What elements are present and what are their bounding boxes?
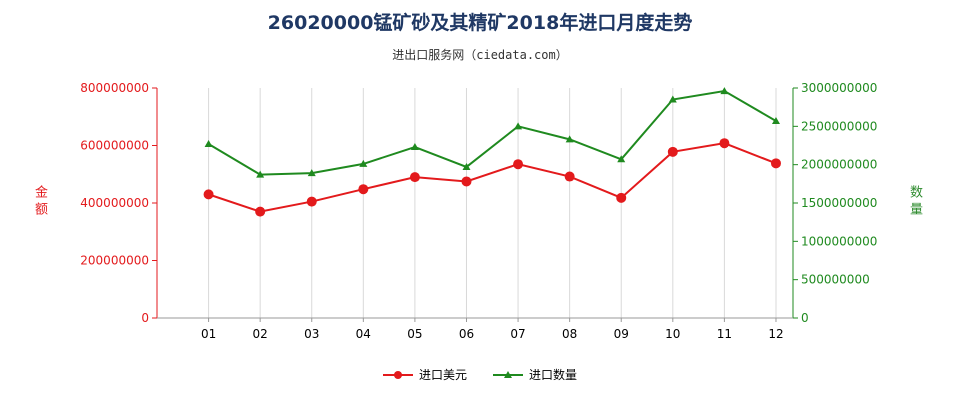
x-tick-label: 09 xyxy=(614,327,629,341)
quantity-point-07 xyxy=(514,122,523,130)
x-tick-label: 04 xyxy=(356,327,371,341)
legend-amount-label: 进口美元 xyxy=(418,368,467,382)
right-tick-label: 500000000 xyxy=(801,273,870,287)
quantity-point-06 xyxy=(462,162,471,170)
left-tick-label: 600000000 xyxy=(80,139,149,153)
amount-point-05 xyxy=(409,172,420,183)
x-tick-label: 12 xyxy=(768,327,783,341)
right-tick-label: 1000000000 xyxy=(801,234,877,248)
amount-point-03 xyxy=(306,196,317,207)
left-tick-label: 800000000 xyxy=(80,81,149,95)
right-tick-label: 1500000000 xyxy=(801,196,877,210)
x-tick-label: 02 xyxy=(253,327,268,341)
amount-point-12 xyxy=(770,158,781,169)
x-tick-label: 06 xyxy=(459,327,474,341)
quantity-point-01 xyxy=(204,139,213,147)
amount-point-11 xyxy=(719,138,730,149)
quantity-point-04 xyxy=(359,159,368,167)
legend-item-amount[interactable]: 进口美元 xyxy=(382,366,467,383)
chart-subtitle: 进出口服务网（ciedata.com） xyxy=(392,48,568,62)
amount-point-04 xyxy=(358,184,369,195)
right-tick-label: 3000000000 xyxy=(801,81,877,95)
series-line-amount xyxy=(208,142,777,213)
amount-point-10 xyxy=(667,146,678,157)
amount-point-06 xyxy=(461,176,472,187)
quantity-point-02 xyxy=(256,170,265,178)
chart-title: 26020000锰矿砂及其精矿2018年进口月度走势 xyxy=(267,12,693,34)
legend-item-quantity[interactable]: 进口数量 xyxy=(493,366,577,383)
amount-point-09 xyxy=(616,192,627,203)
amount-point-08 xyxy=(564,171,575,182)
right-tick-label: 2500000000 xyxy=(801,119,877,133)
x-tick-label: 01 xyxy=(201,327,216,341)
quantity-point-09 xyxy=(617,155,626,163)
right-axis-label: 数量 xyxy=(907,185,922,219)
legend: 进口美元 进口数量 xyxy=(0,366,960,383)
quantity-point-03 xyxy=(307,169,316,177)
x-tick-label: 07 xyxy=(510,327,525,341)
right-tick-label: 0 xyxy=(801,311,809,325)
amount-point-01 xyxy=(203,189,214,200)
quantity-point-12 xyxy=(771,116,780,124)
right-tick-label: 2000000000 xyxy=(801,158,877,172)
legend-amount-marker xyxy=(382,370,413,380)
amount-point-02 xyxy=(255,206,266,217)
quantity-point-11 xyxy=(720,87,729,95)
x-tick-label: 11 xyxy=(717,327,732,341)
legend-quantity-label: 进口数量 xyxy=(529,368,578,382)
x-tick-label: 08 xyxy=(562,327,577,341)
quantity-point-08 xyxy=(565,135,574,143)
left-tick-label: 200000000 xyxy=(80,254,149,268)
legend-quantity-marker xyxy=(493,370,523,380)
quantity-point-05 xyxy=(410,143,419,151)
amount-point-07 xyxy=(513,159,524,170)
left-axis-label: 金额 xyxy=(32,185,47,219)
series-line-quantity xyxy=(208,90,777,176)
quantity-point-10 xyxy=(668,95,677,103)
x-tick-label: 05 xyxy=(407,327,422,341)
left-tick-label: 0 xyxy=(141,311,149,325)
x-tick-label: 10 xyxy=(665,327,680,341)
left-tick-label: 400000000 xyxy=(80,196,149,210)
x-tick-label: 03 xyxy=(304,327,319,341)
